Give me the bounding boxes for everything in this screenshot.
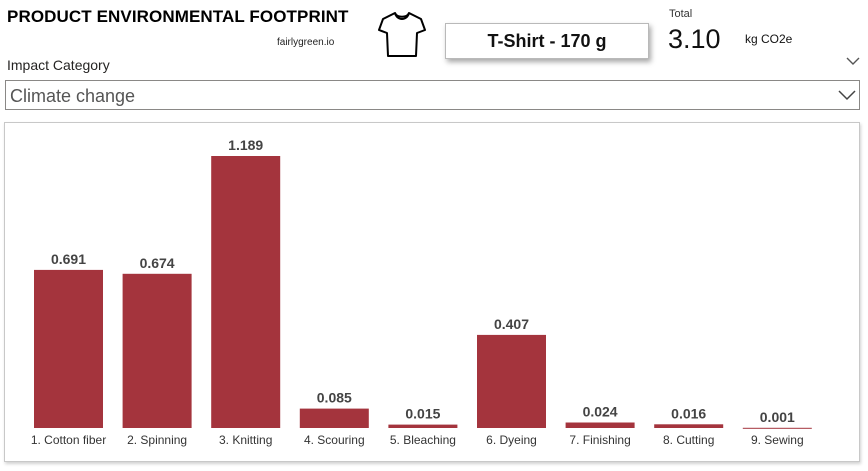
product-card: T-Shirt - 170 g [445, 23, 649, 59]
data-label-9: 0.001 [760, 409, 795, 425]
data-label-6: 0.407 [494, 316, 529, 332]
impact-category-selected: Climate change [10, 86, 136, 106]
data-label-3: 1.189 [228, 137, 263, 153]
data-label-5: 0.015 [405, 406, 440, 422]
total-unit: kg CO2e [745, 32, 793, 46]
category-label-8: 8. Cutting [663, 433, 714, 447]
page-title: PRODUCT ENVIRONMENTAL FOOTPRINT [7, 7, 349, 26]
tshirt-icon [378, 12, 426, 57]
bar-chart-panel: 0.691 1. Cotton fiber 0.674 2. Spinning 1.18… [4, 122, 860, 462]
bar-9[interactable] [742, 427, 812, 429]
category-label-7: 7. Finishing [569, 433, 630, 447]
brand-subtitle: fairlygreen.io [277, 37, 335, 48]
chevron-down-icon[interactable] [846, 56, 860, 66]
impact-category-label: Impact Category [7, 57, 110, 73]
category-label-5: 5. Bleaching [390, 433, 456, 447]
data-label-1: 0.691 [51, 251, 86, 267]
bar-5[interactable] [388, 424, 458, 428]
impact-category-dropdown[interactable]: Climate change [5, 80, 860, 110]
data-label-4: 0.085 [317, 390, 352, 406]
category-label-4: 4. Scouring [304, 433, 365, 447]
bar-1[interactable] [34, 269, 103, 428]
category-label-1: 1. Cotton fiber [31, 433, 106, 447]
bar-4[interactable] [299, 408, 369, 428]
chevron-down-icon[interactable] [838, 89, 856, 101]
bar-2[interactable] [122, 273, 192, 428]
data-label-8: 0.016 [671, 405, 706, 421]
category-label-3: 3. Knitting [219, 433, 272, 447]
total-label: Total [669, 8, 693, 20]
bar-7[interactable] [565, 422, 635, 429]
total-value: 3.10 [668, 24, 721, 54]
bar-3[interactable] [211, 156, 281, 428]
data-label-2: 0.674 [140, 255, 175, 271]
category-label-9: 9. Sewing [751, 433, 804, 447]
bar-chart: 0.691 1. Cotton fiber 0.674 2. Spinning 1.18… [31, 137, 812, 447]
category-label-2: 2. Spinning [127, 433, 187, 447]
category-label-6: 6. Dyeing [486, 433, 537, 447]
data-label-7: 0.024 [583, 404, 618, 420]
bar-6[interactable] [477, 334, 546, 428]
bar-8[interactable] [654, 424, 724, 428]
